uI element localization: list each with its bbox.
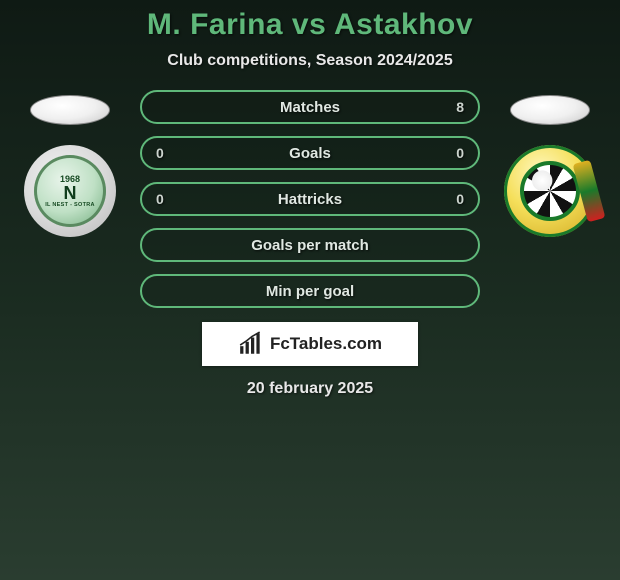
left-player-silhouette	[30, 95, 110, 125]
stat-row-mpg: Min per goal	[140, 274, 480, 308]
stat-row-matches: Matches 8	[140, 90, 480, 124]
stat-row-goals: 0 Goals 0	[140, 136, 480, 170]
right-club-crest-inner	[520, 161, 580, 221]
right-player-column	[500, 90, 600, 237]
subtitle: Club competitions, Season 2024/2025	[167, 52, 452, 70]
date-text: 20 february 2025	[247, 380, 373, 398]
right-player-silhouette	[510, 95, 590, 125]
stat-label: Hattricks	[278, 191, 342, 208]
stat-right-value: 8	[456, 99, 464, 115]
left-player-column: 1968 N IL NEST - SOTRA	[20, 90, 120, 237]
card: M. Farina vs Astakhov Club competitions,…	[0, 0, 620, 398]
page-title: M. Farina vs Astakhov	[147, 8, 473, 42]
stat-left-value: 0	[156, 191, 164, 207]
crest-club-name: IL NEST - SOTRA	[45, 202, 95, 208]
stat-label: Goals	[289, 145, 331, 162]
stat-label: Matches	[280, 99, 340, 116]
brand-attribution[interactable]: FcTables.com	[202, 322, 418, 366]
stat-right-value: 0	[456, 145, 464, 161]
brand-text: FcTables.com	[270, 334, 382, 354]
left-club-crest: 1968 N IL NEST - SOTRA	[24, 145, 116, 237]
stat-label: Min per goal	[266, 283, 354, 300]
stat-label: Goals per match	[251, 237, 369, 254]
stat-left-value: 0	[156, 145, 164, 161]
stat-right-value: 0	[456, 191, 464, 207]
crest-letter: N	[64, 184, 77, 202]
right-club-crest	[504, 145, 596, 237]
stat-row-hattricks: 0 Hattricks 0	[140, 182, 480, 216]
left-club-crest-inner: 1968 N IL NEST - SOTRA	[34, 155, 106, 227]
stat-row-gpm: Goals per match	[140, 228, 480, 262]
stats-list: Matches 8 0 Goals 0 0 Hattricks 0 Goals …	[140, 90, 480, 308]
comparison-row: 1968 N IL NEST - SOTRA Matches 8 0 Goals…	[0, 90, 620, 308]
bar-chart-icon	[238, 331, 264, 357]
